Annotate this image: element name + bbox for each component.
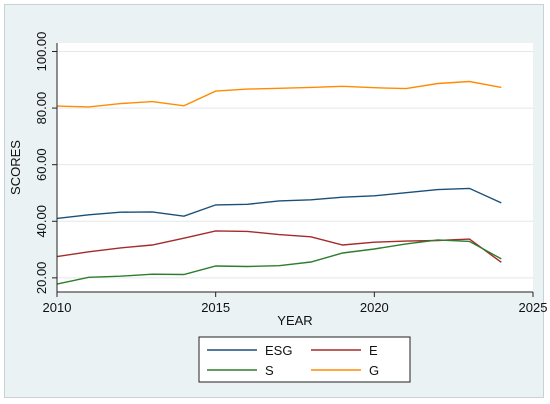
legend-label-e: E [369,343,378,358]
y-tick-label: 100.00 [34,32,49,72]
y-tick-label: 40.00 [34,205,49,238]
legend-label-esg: ESG [265,343,292,358]
x-tick-label: 2025 [519,300,548,315]
series-lines [56,80,502,285]
x-tick-label: 2015 [201,300,230,315]
series-line-esg [56,187,502,220]
y-axis-title: SCORES [8,140,23,195]
legend: ESG ES G [198,336,411,383]
plot-area [57,43,533,292]
x-axis-title: YEAR [277,313,312,328]
series-line-g [56,80,502,108]
tick-labels: 20.00 40.00 60.00 80.00 100.00 2010 2015 2020 20… [34,32,547,315]
legend-label-s: S [265,363,274,378]
y-tick-label: 60.00 [34,148,49,181]
y-tick-label: 80.00 [34,92,49,125]
legend-label-g: G [369,363,379,378]
series-line-s [56,239,502,285]
x-tick-label: 2020 [360,300,389,315]
axes [52,43,534,297]
grid-lines [57,50,533,279]
x-tick-label: 2010 [43,300,72,315]
legend-box [198,336,411,383]
y-tick-label: 20.00 [34,262,49,295]
